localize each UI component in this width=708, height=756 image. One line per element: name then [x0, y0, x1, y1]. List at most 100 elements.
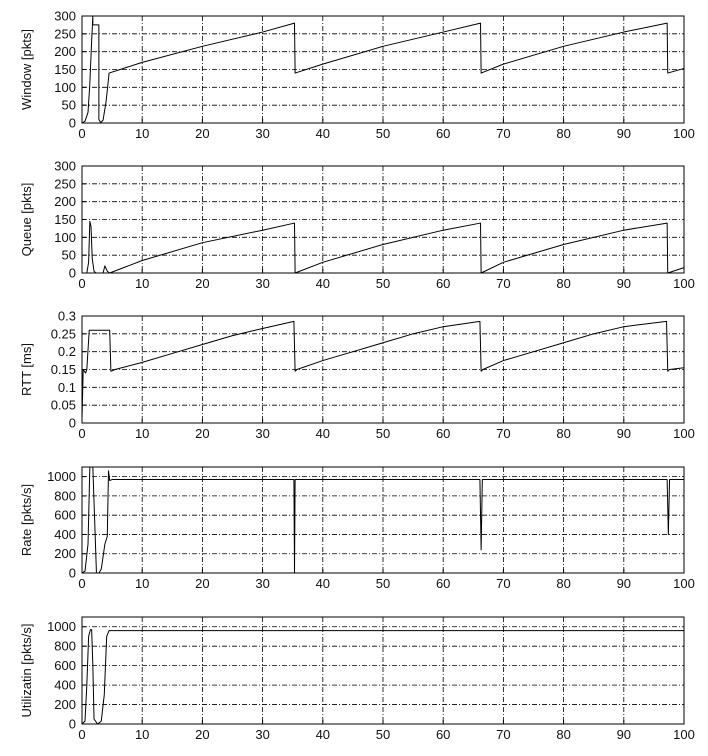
queue-xtick-label: 100	[673, 276, 695, 291]
rate-xtick-label: 100	[673, 576, 695, 591]
rtt-xtick-label: 20	[195, 426, 209, 441]
rate-series-line	[81, 466, 684, 574]
window-xtick-label: 80	[556, 126, 570, 141]
utilization-ytick-label: 400	[54, 678, 76, 693]
rtt-xtick-label: 30	[255, 426, 269, 441]
queue-ytick-label: 250	[54, 176, 76, 191]
rate-xtick-label: 20	[195, 576, 209, 591]
window-ylabel: Window [pkts]	[19, 29, 34, 110]
utilization-ytick-label: 200	[54, 697, 76, 712]
utilization-xtick-label: 0	[78, 727, 85, 742]
utilization-ytick-label: 0	[69, 717, 76, 732]
rtt-xtick-label: 40	[316, 426, 330, 441]
queue-xtick-label: 10	[135, 276, 149, 291]
rtt-xtick-label: 0	[78, 426, 85, 441]
rate-xtick-label: 10	[135, 576, 149, 591]
queue-panel: 0 10 20 30 40 50 60 70 80 90 100050100150200250300…	[19, 159, 695, 292]
utilization-xtick-label: 20	[195, 727, 209, 742]
rtt-ytick-label: 0.2	[58, 344, 76, 359]
window-xtick-label: 90	[617, 126, 631, 141]
window-ytick-label: 0	[69, 116, 76, 131]
window-ytick-label: 50	[62, 98, 76, 113]
window-panel: 0 10 20 30 40 50 60 70 80 90 100050100150200250300…	[19, 9, 695, 142]
rtt-xtick-label: 60	[436, 426, 450, 441]
rtt-panel: 0 10 20 30 40 50 60 70 80 90 10000.050.10.150.20.2…	[19, 309, 695, 442]
rtt-ytick-label: 0.3	[58, 309, 76, 324]
window-xtick-label: 10	[135, 126, 149, 141]
queue-ytick-label: 300	[54, 159, 76, 174]
rate-xtick-label: 40	[316, 576, 330, 591]
window-xtick-label: 30	[255, 126, 269, 141]
queue-ytick-label: 0	[69, 266, 76, 281]
rtt-ytick-label: 0.25	[51, 326, 76, 341]
rate-xtick-label: 90	[617, 576, 631, 591]
window-xtick-label: 40	[316, 126, 330, 141]
rate-xtick-label: 0	[78, 576, 85, 591]
rate-xtick-label: 80	[556, 576, 570, 591]
rtt-xtick-label: 50	[376, 426, 390, 441]
window-ytick-label: 150	[54, 62, 76, 77]
queue-xtick-label: 30	[255, 276, 269, 291]
queue-xtick-label: 70	[496, 276, 510, 291]
queue-xtick-label: 60	[436, 276, 450, 291]
queue-xtick-label: 90	[617, 276, 631, 291]
rate-ytick-label: 0	[69, 566, 76, 581]
rtt-xtick-label: 80	[556, 426, 570, 441]
queue-ytick-label: 200	[54, 194, 76, 209]
window-ytick-label: 250	[54, 26, 76, 41]
window-xtick-label: 100	[673, 126, 695, 141]
rate-xtick-label: 50	[376, 576, 390, 591]
rate-ytick-label: 400	[54, 527, 76, 542]
rate-ylabel: Rate [pkts/s]	[19, 484, 34, 556]
queue-xtick-label: 80	[556, 276, 570, 291]
rtt-ytick-label: 0.05	[51, 398, 76, 413]
utilization-xtick-label: 40	[316, 727, 330, 742]
rtt-series-line	[81, 320, 685, 420]
rate-panel: 0 10 20 30 40 50 60 70 80 90 10002004006008001000R…	[19, 466, 695, 591]
rate-ytick-label: 1000	[47, 469, 76, 484]
window-series-line	[81, 15, 685, 124]
window-xtick-label: 0	[78, 126, 85, 141]
queue-ytick-label: 100	[54, 230, 76, 245]
utilization-ytick-label: 800	[54, 639, 76, 654]
rate-ytick-label: 200	[54, 546, 76, 561]
queue-ytick-label: 150	[54, 212, 76, 227]
rate-xtick-label: 70	[496, 576, 510, 591]
utilization-panel: 0 10 20 30 40 50 60 70 80 90 10002004006008001000U…	[19, 616, 695, 742]
utilization-series-line	[81, 629, 684, 725]
rate-xtick-label: 60	[436, 576, 450, 591]
window-ytick-label: 100	[54, 80, 76, 95]
utilization-xtick-label: 70	[496, 727, 510, 742]
window-xtick-label: 60	[436, 126, 450, 141]
rtt-ytick-label: 0	[69, 416, 76, 431]
window-xtick-label: 70	[496, 126, 510, 141]
rtt-xtick-label: 90	[617, 426, 631, 441]
utilization-xtick-label: 50	[376, 727, 390, 742]
queue-xtick-label: 0	[78, 276, 85, 291]
utilization-xtick-label: 80	[556, 727, 570, 742]
queue-ytick-label: 50	[62, 248, 76, 263]
window-ytick-label: 200	[54, 44, 76, 59]
utilization-xtick-label: 10	[135, 727, 149, 742]
rtt-xtick-label: 10	[135, 426, 149, 441]
window-xtick-label: 20	[195, 126, 209, 141]
utilization-xtick-label: 100	[673, 727, 695, 742]
queue-xtick-label: 20	[195, 276, 209, 291]
window-ytick-label: 300	[54, 9, 76, 24]
utilization-ytick-label: 1000	[47, 619, 76, 634]
queue-ylabel: Queue [pkts]	[19, 183, 34, 257]
rate-ytick-label: 600	[54, 508, 76, 523]
rate-xtick-label: 30	[255, 576, 269, 591]
utilization-ylabel: Utilizatin [pkts/s]	[19, 624, 34, 718]
utilization-xtick-label: 60	[436, 727, 450, 742]
rtt-xtick-label: 70	[496, 426, 510, 441]
window-xtick-label: 50	[376, 126, 390, 141]
rate-ytick-label: 800	[54, 488, 76, 503]
queue-xtick-label: 40	[316, 276, 330, 291]
utilization-xtick-label: 30	[255, 727, 269, 742]
utilization-xtick-label: 90	[617, 727, 631, 742]
queue-series-line	[82, 220, 685, 274]
rtt-ytick-label: 0.1	[58, 380, 76, 395]
rtt-xtick-label: 100	[673, 426, 695, 441]
